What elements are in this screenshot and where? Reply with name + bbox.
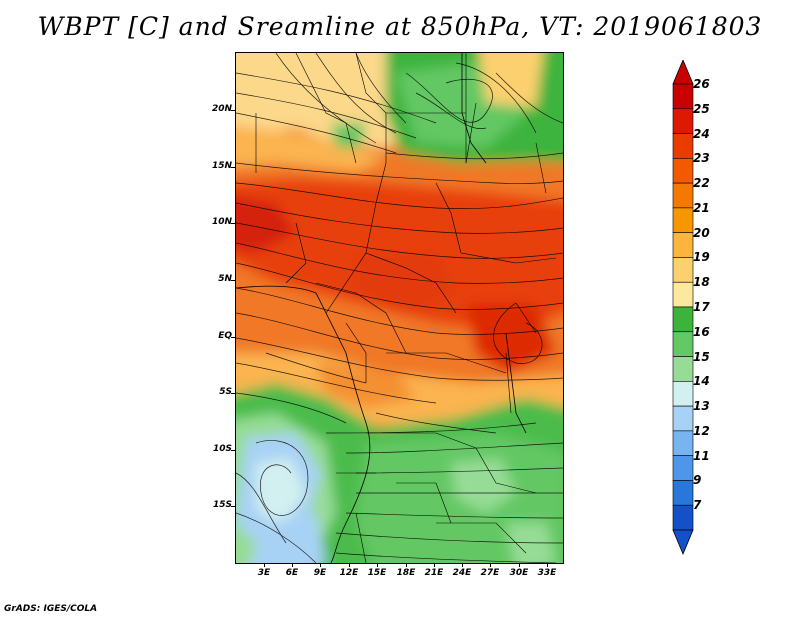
lat-tick	[231, 506, 235, 507]
lon-label-3e: 3E	[257, 568, 271, 578]
lat-label-5n: 5N	[218, 274, 232, 284]
colorbar-label: 13	[693, 399, 710, 414]
colorbar-swatch	[672, 455, 694, 481]
colorbar-label: 12	[693, 423, 710, 438]
lon-tick	[406, 563, 407, 567]
lon-label-30e: 30E	[509, 568, 529, 578]
colorbar-top-arrow	[672, 60, 694, 85]
colorbar-label: 14	[693, 374, 710, 389]
lon-tick	[462, 563, 463, 567]
lon-tick	[434, 563, 435, 567]
colorbar-swatch	[672, 504, 694, 531]
lon-tick	[292, 563, 293, 567]
lon-label-24e: 24E	[452, 568, 472, 578]
lon-label-21e: 21E	[424, 568, 444, 578]
lat-tick	[231, 110, 235, 111]
lat-label-10n: 10N	[211, 217, 232, 227]
lat-tick	[231, 337, 235, 338]
colorbar-label: 17	[693, 300, 710, 314]
lon-tick	[377, 563, 378, 567]
colorbar-swatch	[672, 232, 694, 258]
colorbar-swatch	[672, 83, 694, 110]
lon-label-15e: 15E	[367, 568, 387, 578]
lat-label-15n: 15N	[211, 161, 232, 171]
streamlines	[236, 53, 563, 563]
colorbar-label: 7	[693, 498, 702, 513]
lon-tick	[547, 563, 548, 567]
lon-label-18e: 18E	[396, 568, 416, 578]
colorbar-label: 11	[693, 448, 710, 463]
colorbar-swatch	[672, 108, 694, 134]
lat-label-10s: 10S	[212, 444, 232, 454]
colorbar-swatch	[672, 207, 694, 233]
plot-title: WBPT [C] and Sreamline at 850hPa, VT: 20…	[37, 12, 763, 41]
colorbar-swatch	[672, 257, 694, 283]
colorbar-label: 26	[693, 77, 710, 91]
lat-tick	[231, 450, 235, 451]
colorbar-label: 23	[693, 151, 710, 166]
lon-tick	[490, 563, 491, 567]
map-panel	[235, 52, 564, 564]
map-field	[236, 53, 563, 563]
footer-credit: GrADS: IGES/COLA	[4, 604, 98, 614]
lon-label-12e: 12E	[339, 568, 359, 578]
colorbar-swatch	[672, 331, 694, 357]
colorbar-label: 19	[693, 250, 710, 265]
lat-label-eq: EQ	[218, 331, 232, 341]
lon-label-6e: 6E	[285, 568, 299, 578]
colorbar-swatch	[672, 306, 694, 333]
country-borders	[255, 53, 557, 563]
lon-tick	[264, 563, 265, 567]
lat-tick	[231, 280, 235, 281]
colorbar-label: 22	[693, 176, 710, 191]
coastline	[236, 53, 527, 563]
colorbar-label: 9	[693, 473, 702, 488]
colorbar-label: 21	[693, 200, 710, 215]
lat-label-5s: 5S	[219, 387, 232, 397]
colorbar-swatch	[672, 381, 694, 407]
lat-tick	[231, 393, 235, 394]
lon-label-33e: 33E	[537, 568, 557, 578]
colorbar-swatch	[672, 480, 694, 506]
colorbar-swatch	[672, 281, 694, 308]
lat-label-20n: 20N	[211, 104, 232, 114]
colorbar-label: 15	[693, 349, 710, 364]
colorbar-swatch	[672, 182, 694, 209]
colorbar-swatch	[672, 133, 694, 159]
lat-label-15s: 15S	[212, 500, 232, 510]
colorbar-swatches	[672, 60, 694, 556]
colorbar-bottom-arrow	[672, 529, 694, 556]
colorbar-label: 18	[693, 275, 710, 290]
lon-label-9e: 9E	[313, 568, 327, 578]
colorbar-swatch	[672, 430, 694, 456]
wbpt-shading	[236, 53, 563, 563]
lon-tick	[349, 563, 350, 567]
lon-label-27e: 27E	[480, 568, 500, 578]
lon-tick	[320, 563, 321, 567]
lat-tick	[231, 167, 235, 168]
colorbar-swatch	[672, 158, 694, 184]
lat-tick	[231, 223, 235, 224]
colorbar-label: 20	[693, 225, 710, 240]
lon-tick	[519, 563, 520, 567]
colorbar-label: 25	[693, 101, 710, 116]
colorbar-label: 24	[693, 126, 710, 141]
colorbar-label: 16	[693, 324, 710, 339]
colorbar-swatch	[672, 356, 694, 382]
colorbar-swatch	[672, 405, 694, 432]
